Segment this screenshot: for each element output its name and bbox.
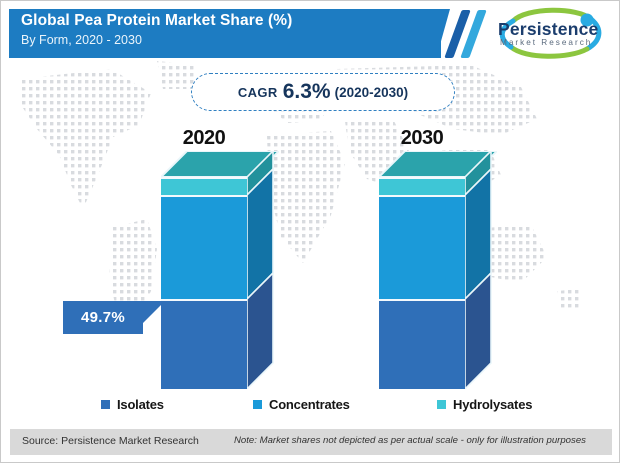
bar-year-label-2030: 2030	[400, 127, 444, 149]
callout-value: 49.7%	[80, 309, 126, 326]
legend-label-concentrates: Concentrates	[269, 397, 350, 412]
legend-swatch-hydrolysates	[437, 400, 446, 409]
footer-bar: Source: Persistence Market Research Note…	[10, 429, 612, 455]
bar-segment-isolates-2030	[379, 299, 465, 389]
header-banner	[9, 9, 441, 58]
bar-segment-hydrolysates-2030	[379, 177, 465, 195]
page-subtitle: By Form, 2020 - 2030	[21, 33, 142, 47]
cagr-period: (2020-2030)	[334, 84, 409, 100]
legend-swatch-concentrates	[253, 400, 262, 409]
bar-side-faces-2030	[465, 151, 492, 389]
chart-legend: Isolates Concentrates Hydrolysates	[1, 397, 619, 417]
footer-source: Source: Persistence Market Research	[22, 435, 199, 447]
legend-label-hydrolysates: Hydrolysates	[453, 397, 533, 412]
company-logo: Persistence Market Research	[491, 7, 613, 59]
logo-wordmark: Persistence	[498, 19, 599, 39]
bar-year-label-2020: 2020	[182, 127, 226, 149]
legend-label-isolates: Isolates	[117, 397, 164, 412]
bar-segment-concentrates-2030	[379, 195, 465, 299]
bar-segment-concentrates-2020	[161, 195, 247, 299]
legend-swatch-isolates	[101, 400, 110, 409]
footer-note: Note: Market shares not depicted as per …	[234, 435, 586, 446]
logo-tagline: Market Research	[500, 38, 593, 47]
logo-swoosh-icon	[499, 7, 602, 59]
cagr-label: CAGR	[237, 84, 278, 100]
bar-segment-isolates-2020	[161, 299, 247, 389]
cagr-value: 6.3%	[282, 80, 331, 103]
legend-item-isolates[interactable]: Isolates	[101, 397, 164, 412]
isolates-share-callout: 49.7%	[63, 301, 143, 334]
cagr-badge: CAGR 6.3% (2020-2030)	[191, 73, 455, 111]
bar-segment-hydrolysates-2020	[161, 177, 247, 195]
page-title: Global Pea Protein Market Share (%)	[21, 12, 293, 29]
header-banner-slant	[414, 9, 450, 58]
bar-side-faces-2020	[247, 151, 274, 389]
legend-item-hydrolysates[interactable]: Hydrolysates	[437, 397, 532, 412]
legend-item-concentrates[interactable]: Concentrates	[253, 397, 350, 412]
